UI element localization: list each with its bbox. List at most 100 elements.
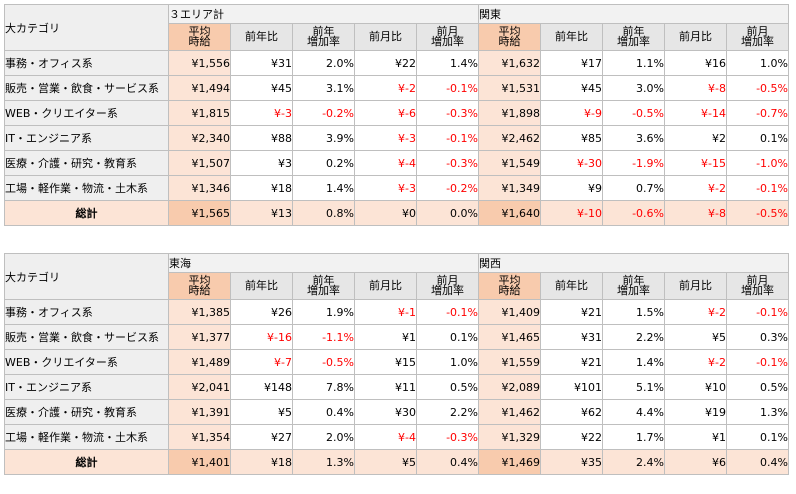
sub-header-yoy: 前年比 bbox=[230, 272, 293, 300]
cell-yoy-rate: 1.7% bbox=[602, 424, 665, 450]
cell-mom-rate: 0.5% bbox=[416, 374, 479, 400]
cell-mom-rate: 0.0% bbox=[416, 200, 479, 226]
cell-mom: ¥10 bbox=[664, 374, 727, 400]
cell-yoy: ¥5 bbox=[230, 399, 293, 425]
cell-mom: ¥-4 bbox=[354, 150, 417, 176]
cell-avg: ¥1,469 bbox=[478, 449, 541, 475]
sub-header-yoy-rate: 前年 増加率 bbox=[292, 272, 355, 300]
cell-yoy: ¥22 bbox=[540, 424, 603, 450]
cell-avg: ¥1,531 bbox=[478, 75, 541, 101]
cell-yoy-rate: 0.2% bbox=[292, 150, 355, 176]
cell-yoy: ¥21 bbox=[540, 349, 603, 375]
cell-yoy-rate: 3.0% bbox=[602, 75, 665, 101]
cell-mom-rate: 0.5% bbox=[726, 374, 789, 400]
cell-avg: ¥1,632 bbox=[478, 50, 541, 76]
category-label: 販売・営業・飲食・サービス系 bbox=[4, 75, 169, 101]
cell-yoy: ¥-10 bbox=[540, 200, 603, 226]
cell-yoy-rate: 1.1% bbox=[602, 50, 665, 76]
table-row: 販売・営業・飲食・サービス系 ¥1,377 ¥-16 -1.1% ¥1 0.1% ¥1,46… bbox=[4, 324, 789, 350]
cell-yoy: ¥13 bbox=[230, 200, 293, 226]
cell-yoy-rate: -0.6% bbox=[602, 200, 665, 226]
cell-avg: ¥2,089 bbox=[478, 374, 541, 400]
cell-yoy: ¥-16 bbox=[230, 324, 293, 350]
cell-yoy: ¥3 bbox=[230, 150, 293, 176]
sub-header-mom: 前月比 bbox=[664, 272, 727, 300]
cell-yoy: ¥-9 bbox=[540, 100, 603, 126]
cell-mom-rate: -0.1% bbox=[726, 349, 789, 375]
cell-mom-rate: 0.3% bbox=[726, 324, 789, 350]
region-header: 東海 bbox=[168, 253, 479, 273]
cell-avg: ¥1,507 bbox=[168, 150, 231, 176]
cell-mom: ¥16 bbox=[664, 50, 727, 76]
sub-header-mom: 前月比 bbox=[354, 272, 417, 300]
cell-yoy-rate: 7.8% bbox=[292, 374, 355, 400]
cell-mom: ¥5 bbox=[354, 449, 417, 475]
cell-avg: ¥1,354 bbox=[168, 424, 231, 450]
cell-mom: ¥-8 bbox=[664, 200, 727, 226]
cell-mom: ¥-2 bbox=[354, 75, 417, 101]
cell-avg: ¥1,465 bbox=[478, 324, 541, 350]
cell-yoy: ¥-7 bbox=[230, 349, 293, 375]
cell-yoy: ¥27 bbox=[230, 424, 293, 450]
cell-avg: ¥1,409 bbox=[478, 299, 541, 325]
sub-header-avg: 平均 時給 bbox=[478, 23, 541, 51]
sub-header-mom-rate: 前月 増加率 bbox=[726, 23, 789, 51]
cell-avg: ¥2,041 bbox=[168, 374, 231, 400]
cell-mom: ¥-8 bbox=[664, 75, 727, 101]
cell-avg: ¥1,349 bbox=[478, 175, 541, 201]
cell-yoy: ¥45 bbox=[540, 75, 603, 101]
cell-mom-rate: 1.0% bbox=[726, 50, 789, 76]
cell-yoy: ¥31 bbox=[540, 324, 603, 350]
cell-mom: ¥15 bbox=[354, 349, 417, 375]
table-row: 工場・軽作業・物流・土木系 ¥1,346 ¥18 1.4% ¥-3 -0.2% ¥1,349… bbox=[4, 175, 789, 201]
cell-yoy: ¥18 bbox=[230, 449, 293, 475]
cell-yoy-rate: 3.6% bbox=[602, 125, 665, 151]
region-header: 関東 bbox=[478, 4, 789, 24]
category-label: IT・エンジニア系 bbox=[4, 125, 169, 151]
table-row: 医療・介護・研究・教育系 ¥1,507 ¥3 0.2% ¥-4 -0.3% ¥1,549 ¥-… bbox=[4, 150, 789, 176]
cell-avg: ¥2,462 bbox=[478, 125, 541, 151]
total-row: 総計 ¥1,565 ¥13 0.8% ¥0 0.0% ¥1,640 ¥-10 -0.6% ¥-8-… bbox=[4, 200, 789, 226]
cell-avg: ¥2,340 bbox=[168, 125, 231, 151]
category-label: 工場・軽作業・物流・土木系 bbox=[4, 175, 169, 201]
cell-mom: ¥19 bbox=[664, 399, 727, 425]
cell-yoy-rate: -0.2% bbox=[292, 100, 355, 126]
category-label: 総計 bbox=[4, 200, 169, 226]
cell-avg: ¥1,329 bbox=[478, 424, 541, 450]
cell-mom-rate: 0.1% bbox=[416, 324, 479, 350]
cell-mom-rate: -1.0% bbox=[726, 150, 789, 176]
cell-yoy-rate: -0.5% bbox=[602, 100, 665, 126]
cell-yoy: ¥-3 bbox=[230, 100, 293, 126]
cell-mom: ¥-4 bbox=[354, 424, 417, 450]
cell-yoy-rate: 1.9% bbox=[292, 299, 355, 325]
cell-yoy-rate: 3.1% bbox=[292, 75, 355, 101]
table-row: IT・エンジニア系 ¥2,340 ¥88 3.9% ¥-3 -0.1% ¥2,462 ¥85 3… bbox=[4, 125, 789, 151]
region-header: 関西 bbox=[478, 253, 789, 273]
table-row: 事務・オフィス系 ¥1,556 ¥31 2.0% ¥22 1.4% ¥1,632 ¥17 1.1… bbox=[4, 50, 789, 76]
category-label: 総計 bbox=[4, 449, 169, 475]
category-label: 販売・営業・飲食・サービス系 bbox=[4, 324, 169, 350]
cell-yoy: ¥45 bbox=[230, 75, 293, 101]
cell-mom-rate: -0.1% bbox=[726, 175, 789, 201]
cell-yoy-rate: 3.9% bbox=[292, 125, 355, 151]
cell-avg: ¥1,815 bbox=[168, 100, 231, 126]
cell-yoy: ¥17 bbox=[540, 50, 603, 76]
cell-yoy-rate: 1.4% bbox=[602, 349, 665, 375]
cell-avg: ¥1,559 bbox=[478, 349, 541, 375]
cell-avg: ¥1,898 bbox=[478, 100, 541, 126]
cell-mom-rate: 0.1% bbox=[726, 125, 789, 151]
category-label: IT・エンジニア系 bbox=[4, 374, 169, 400]
cell-mom-rate: 1.4% bbox=[416, 50, 479, 76]
cell-yoy: ¥148 bbox=[230, 374, 293, 400]
category-label: 事務・オフィス系 bbox=[4, 299, 169, 325]
cell-yoy: ¥26 bbox=[230, 299, 293, 325]
cell-mom: ¥-6 bbox=[354, 100, 417, 126]
cell-mom: ¥22 bbox=[354, 50, 417, 76]
cell-yoy: ¥85 bbox=[540, 125, 603, 151]
cell-mom-rate: -0.1% bbox=[726, 299, 789, 325]
cell-avg: ¥1,346 bbox=[168, 175, 231, 201]
category-column-header: 大カテゴリ bbox=[4, 4, 169, 51]
cell-yoy-rate: 4.4% bbox=[602, 399, 665, 425]
cell-yoy: ¥21 bbox=[540, 299, 603, 325]
cell-mom-rate: 1.0% bbox=[416, 349, 479, 375]
